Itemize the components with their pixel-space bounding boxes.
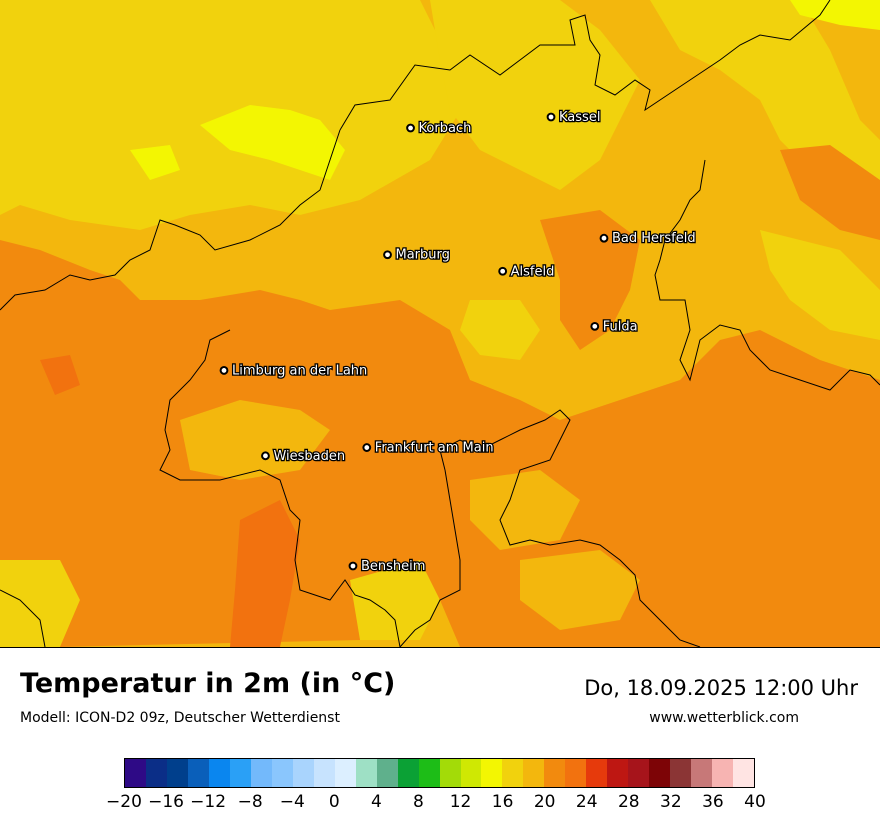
city-label: Marburg bbox=[396, 248, 450, 263]
city-label: Frankfurt am Main bbox=[375, 441, 494, 456]
colorbar-segment bbox=[628, 759, 650, 787]
temperature-field-20-22-spessart bbox=[470, 470, 580, 550]
colorbar-tick-label: −20 bbox=[106, 792, 142, 812]
city-marker[interactable] bbox=[599, 233, 609, 243]
colorbar-tick-label: −4 bbox=[279, 792, 305, 812]
colorbar-segment bbox=[691, 759, 713, 787]
colorbar-segment bbox=[565, 759, 587, 787]
colorbar-segment bbox=[649, 759, 671, 787]
colorbar-segment bbox=[145, 759, 167, 787]
colorbar-tick-label: 36 bbox=[702, 792, 724, 812]
colorbar-tick-label: 12 bbox=[449, 792, 472, 812]
colorbar-tick-label: 0 bbox=[328, 792, 340, 812]
temperature-map[interactable]: Kassel Korbach Bad Hersfeld Marburg Alsfeld F… bbox=[0, 0, 880, 648]
map-canvas: Kassel Korbach Bad Hersfeld Marburg Alsfeld F… bbox=[0, 0, 880, 647]
temperature-field-20-22-taunus bbox=[180, 400, 330, 480]
temperature-field-20-22-odenwald bbox=[520, 550, 640, 630]
colorbar-segment bbox=[125, 759, 146, 787]
colorbar-segment bbox=[523, 759, 545, 787]
colorbar-tick-label: −12 bbox=[190, 792, 227, 812]
colorbar-segment bbox=[355, 759, 377, 787]
model-info: Modell: ICON-D2 09z, Deutscher Wetterdie… bbox=[20, 710, 340, 726]
city-label: Bad Hersfeld bbox=[612, 231, 696, 246]
map-title: Temperatur in 2m (in °C) bbox=[20, 668, 396, 699]
colorbar-segment bbox=[586, 759, 608, 787]
colorbar-segment bbox=[271, 759, 293, 787]
colorbar-tick-label: −8 bbox=[237, 792, 263, 812]
temperature-field-18-20-s bbox=[350, 560, 440, 640]
colorbar-tick-label: 24 bbox=[575, 792, 598, 812]
colorbar-segment bbox=[166, 759, 188, 787]
temperature-field-22-24-ne bbox=[780, 145, 880, 240]
colorbar-segment bbox=[334, 759, 356, 787]
colorbar-segment bbox=[670, 759, 692, 787]
city-label: Alsfeld bbox=[511, 264, 555, 279]
city-label: Bensheim bbox=[361, 559, 425, 574]
colorbar-ticks: −20 −16 −12 −8 −4 0 4 8 12 16 20 24 28 32 36 40 bbox=[0, 792, 880, 822]
colorbar-segment bbox=[460, 759, 482, 787]
colorbar-segment bbox=[418, 759, 440, 787]
city-marker[interactable] bbox=[261, 451, 270, 461]
temperature-field-16-18-ne-corner bbox=[790, 0, 880, 30]
temperature-field-16-18-rothaar bbox=[200, 105, 345, 180]
colorbar-segment bbox=[439, 759, 461, 787]
website-link[interactable]: www.wetterblick.com bbox=[649, 710, 799, 726]
city-label: Limburg an der Lahn bbox=[232, 363, 367, 378]
city-label: Korbach bbox=[419, 121, 472, 136]
colorbar-segment bbox=[376, 759, 398, 787]
temperature-field-24-26-w bbox=[40, 355, 80, 395]
temperature-field-18-20-e bbox=[760, 230, 880, 340]
temperature-field-22-24-fulda bbox=[540, 210, 640, 350]
temperature-field-22-24 bbox=[0, 240, 880, 647]
colorbar-tick-label: 8 bbox=[413, 792, 424, 812]
colorbar-tick-label: 40 bbox=[744, 792, 766, 812]
colorbar-segment bbox=[607, 759, 629, 787]
city-marker[interactable] bbox=[590, 321, 600, 331]
colorbar-segment bbox=[481, 759, 503, 787]
city-marker[interactable] bbox=[348, 561, 358, 571]
city-label: Wiesbaden bbox=[273, 449, 345, 464]
colorbar-segment bbox=[229, 759, 251, 787]
colorbar-tick-label: 28 bbox=[617, 792, 640, 812]
colorbar-tick-label: 20 bbox=[533, 792, 556, 812]
city-marker[interactable] bbox=[406, 123, 415, 133]
colorbar-segment bbox=[544, 759, 566, 787]
colorbar-segment bbox=[187, 759, 209, 787]
temperature-field-18-20-n bbox=[430, 0, 640, 190]
colorbar-segment bbox=[397, 759, 419, 787]
colorbar-segment bbox=[313, 759, 335, 787]
temperature-field-18-20-sw bbox=[0, 560, 80, 647]
city-marker[interactable] bbox=[219, 366, 229, 375]
colorbar-segment bbox=[733, 759, 755, 787]
city-markers: Kassel Korbach Bad Hersfeld Marburg Alsfeld F… bbox=[219, 109, 697, 575]
city-marker[interactable] bbox=[498, 266, 508, 276]
temperature-field-18-20-vogelsberg bbox=[460, 300, 540, 360]
colorbar-segment bbox=[250, 759, 272, 787]
state-borders bbox=[0, 0, 880, 647]
colorbar-segment bbox=[502, 759, 524, 787]
city-label: Kassel bbox=[559, 110, 600, 125]
colorbar-tick-label: 4 bbox=[370, 792, 382, 812]
colorbar-segment bbox=[208, 759, 230, 787]
city-marker[interactable] bbox=[546, 112, 556, 122]
colorbar-tick-label: 32 bbox=[660, 792, 682, 812]
forecast-datetime: Do, 18.09.2025 12:00 Uhr bbox=[584, 676, 858, 700]
city-marker[interactable] bbox=[362, 443, 372, 452]
city-marker[interactable] bbox=[383, 250, 392, 260]
colorbar-segment bbox=[292, 759, 314, 787]
temperature-field-16-18-w bbox=[130, 145, 180, 180]
colorbar-tick-label: −16 bbox=[148, 792, 185, 812]
colorbar-segment bbox=[712, 759, 734, 787]
temperature-colorbar bbox=[124, 758, 755, 788]
temperature-field-24-26-rhine bbox=[230, 500, 300, 647]
colorbar-tick-label: 16 bbox=[491, 792, 514, 812]
city-label: Fulda bbox=[603, 319, 638, 334]
